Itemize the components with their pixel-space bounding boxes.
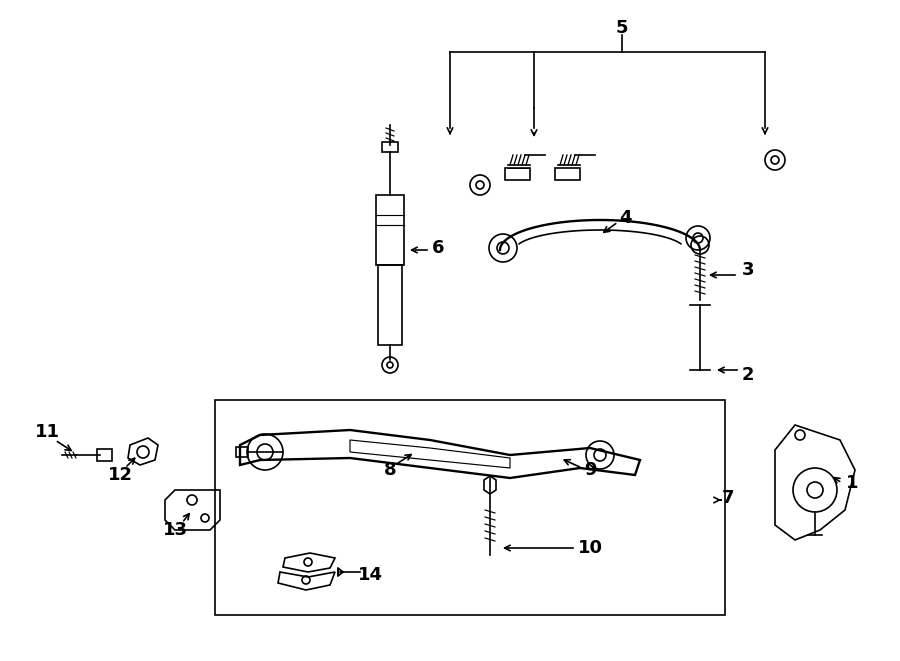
Text: 3: 3 xyxy=(742,261,754,279)
Bar xyxy=(236,447,248,457)
Text: 14: 14 xyxy=(357,566,382,584)
Bar xyxy=(378,265,402,345)
Bar xyxy=(505,168,530,180)
Bar xyxy=(555,168,580,180)
Text: 9: 9 xyxy=(584,461,596,479)
Bar xyxy=(376,195,404,265)
Text: 13: 13 xyxy=(163,521,187,539)
Text: 5: 5 xyxy=(616,19,628,37)
Bar xyxy=(215,400,725,615)
Text: 7: 7 xyxy=(722,489,734,507)
Text: 1: 1 xyxy=(846,474,859,492)
Text: 4: 4 xyxy=(619,209,631,227)
Text: 10: 10 xyxy=(578,539,602,557)
Text: 6: 6 xyxy=(432,239,445,257)
Bar xyxy=(382,142,398,152)
Text: 2: 2 xyxy=(742,366,754,384)
Bar xyxy=(97,449,112,461)
Text: 8: 8 xyxy=(383,461,396,479)
Text: 11: 11 xyxy=(34,423,59,441)
Text: 12: 12 xyxy=(107,466,132,484)
